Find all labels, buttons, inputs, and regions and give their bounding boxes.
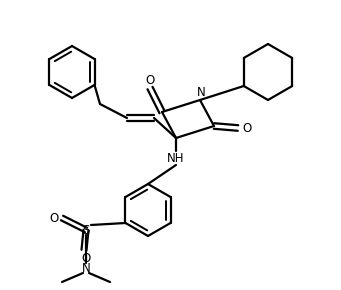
- Text: O: O: [242, 122, 252, 135]
- Text: O: O: [49, 211, 59, 224]
- Text: NH: NH: [167, 151, 185, 164]
- Text: S: S: [82, 224, 90, 237]
- Text: N: N: [81, 262, 90, 275]
- Text: O: O: [81, 253, 91, 266]
- Text: O: O: [145, 73, 154, 86]
- Text: N: N: [197, 86, 205, 99]
